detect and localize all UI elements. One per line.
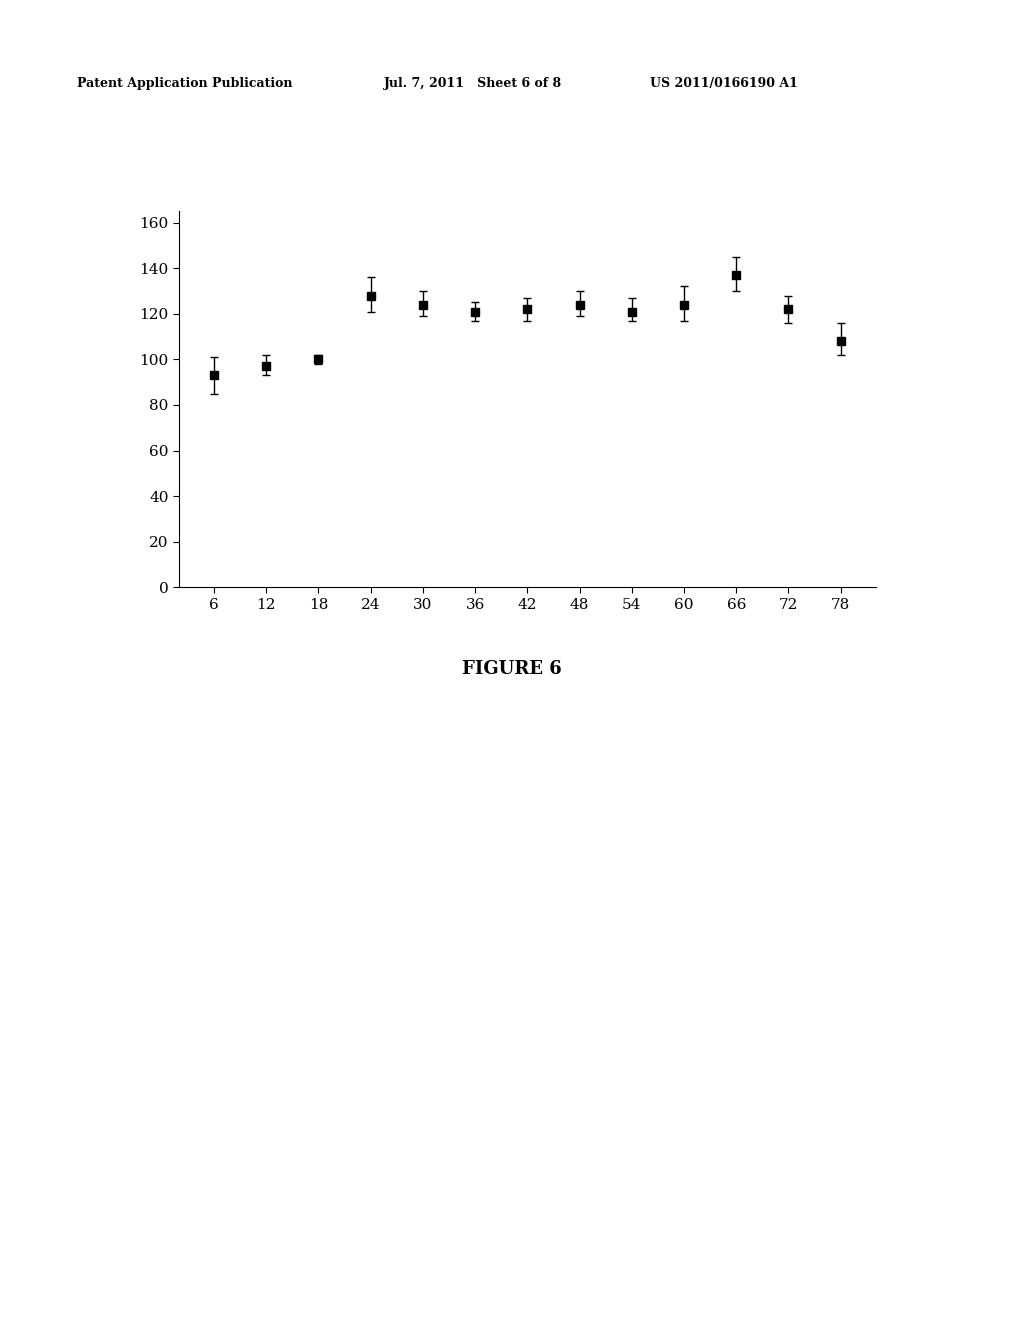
Text: Jul. 7, 2011   Sheet 6 of 8: Jul. 7, 2011 Sheet 6 of 8	[384, 77, 562, 90]
Text: US 2011/0166190 A1: US 2011/0166190 A1	[650, 77, 798, 90]
Text: FIGURE 6: FIGURE 6	[462, 660, 562, 678]
Text: Patent Application Publication: Patent Application Publication	[77, 77, 292, 90]
